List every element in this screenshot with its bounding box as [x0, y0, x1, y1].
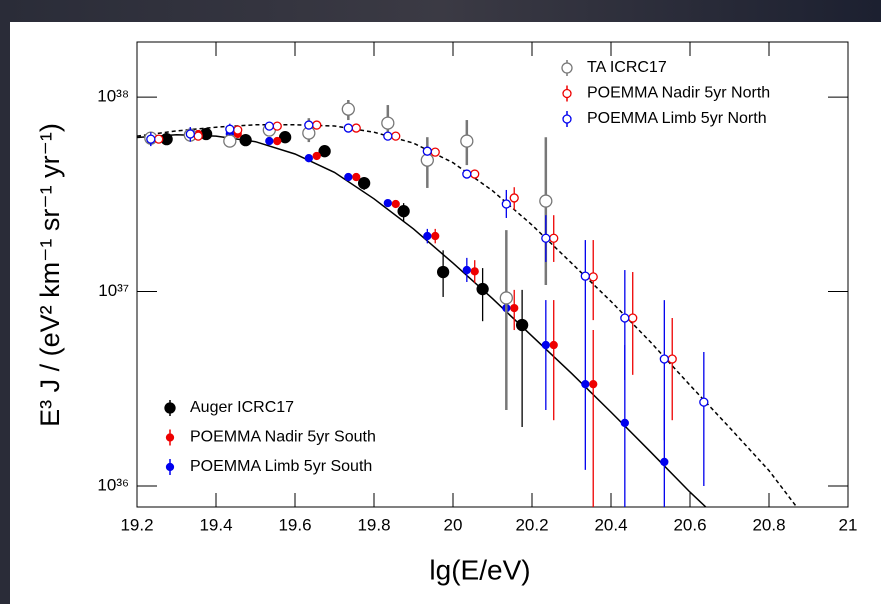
data-point: [185, 129, 195, 139]
data-point: [470, 169, 480, 179]
data-point: [620, 418, 629, 428]
y-tick-label: 10³⁸: [97, 87, 129, 106]
data-point: [233, 125, 243, 135]
data-point: [589, 380, 598, 389]
data-point: [391, 199, 400, 209]
data-point: [312, 151, 321, 161]
data-point: [272, 121, 282, 131]
data-point: [660, 457, 669, 467]
legend-label: Auger ICRC17: [190, 399, 294, 416]
data-point: [154, 134, 164, 144]
data-point: [431, 231, 440, 241]
data-point: [420, 153, 434, 167]
data-point: [391, 131, 401, 141]
data-point: [383, 198, 392, 208]
x-tick-label: 21: [839, 515, 858, 534]
legend-marker: [165, 433, 175, 442]
data-point: [541, 340, 550, 350]
data-point: [352, 172, 361, 182]
data-point: [312, 120, 322, 130]
x-tick-label: 20.4: [594, 515, 627, 534]
data-point: [470, 267, 479, 276]
data-point: [667, 354, 677, 364]
data-point: [462, 265, 471, 275]
data-point: [146, 134, 156, 144]
data-point: [223, 134, 237, 148]
data-point: [264, 121, 274, 131]
y-tick-label: 10³⁷: [98, 281, 129, 300]
x-tick-label: 20.2: [515, 515, 548, 534]
data-point: [699, 397, 709, 407]
data-point: [357, 176, 371, 190]
x-tick-label: 19.2: [120, 515, 153, 534]
data-point: [383, 131, 393, 141]
x-tick-label: 20: [444, 515, 463, 534]
data-point: [351, 123, 361, 133]
data-point: [193, 131, 203, 141]
data-point: [397, 205, 410, 218]
data-point: [422, 146, 432, 156]
data-point: [225, 124, 235, 134]
legend-marker: [164, 402, 176, 414]
data-point: [423, 231, 432, 241]
fit-curve: [137, 124, 798, 507]
data-point: [581, 380, 590, 389]
data-point: [278, 131, 292, 144]
data-point: [588, 272, 598, 282]
data-point: [265, 136, 274, 146]
data-point: [549, 340, 558, 350]
data-point: [381, 116, 395, 130]
data-point: [515, 318, 529, 332]
data-point: [273, 136, 282, 146]
data-point: [343, 123, 353, 133]
data-point: [304, 154, 313, 163]
data-point: [318, 145, 331, 158]
legend-marker: [562, 114, 572, 124]
plot-area: [137, 100, 798, 507]
x-tick-label: 19.6: [278, 515, 311, 534]
data-point: [501, 199, 511, 209]
plot-frame: [136, 41, 849, 508]
legend-marker: [561, 62, 573, 74]
y-tick-label: 10³⁶: [97, 476, 129, 495]
data-point: [510, 303, 519, 313]
legend-label: POEMMA Limb 5yr North: [587, 110, 767, 127]
data-point: [499, 291, 513, 305]
data-point: [430, 147, 440, 157]
data-point: [541, 233, 551, 243]
data-point: [460, 134, 474, 148]
data-point: [462, 169, 472, 179]
data-point: [344, 172, 353, 182]
data-point: [549, 233, 559, 243]
legend-label: POEMMA Nadir 5yr North: [587, 85, 770, 102]
data-point: [628, 313, 638, 323]
x-tick-label: 19.4: [199, 515, 232, 534]
legend-label: TA ICRC17: [587, 59, 667, 76]
data-point: [239, 133, 252, 147]
data-point: [304, 120, 314, 130]
x-tick-label: 20.8: [752, 515, 785, 534]
data-point: [580, 271, 590, 281]
data-point: [341, 102, 355, 116]
data-point: [539, 194, 553, 208]
x-axis-title: lg(E/eV): [429, 554, 530, 585]
data-point: [476, 282, 489, 296]
data-point: [620, 313, 630, 323]
legend-marker: [165, 462, 175, 472]
x-tick-label: 20.6: [673, 515, 706, 534]
data-point: [659, 354, 669, 364]
legend-label: POEMMA Limb 5yr South: [190, 458, 372, 475]
data-point: [509, 193, 519, 203]
data-point: [436, 265, 450, 279]
legend-label: POEMMA Nadir 5yr South: [190, 429, 376, 446]
x-tick-label: 19.8: [357, 515, 390, 534]
legend-marker: [562, 88, 572, 99]
y-axis-title: E³ J / (eV² km⁻¹ sr⁻¹ yr⁻¹): [35, 123, 65, 427]
